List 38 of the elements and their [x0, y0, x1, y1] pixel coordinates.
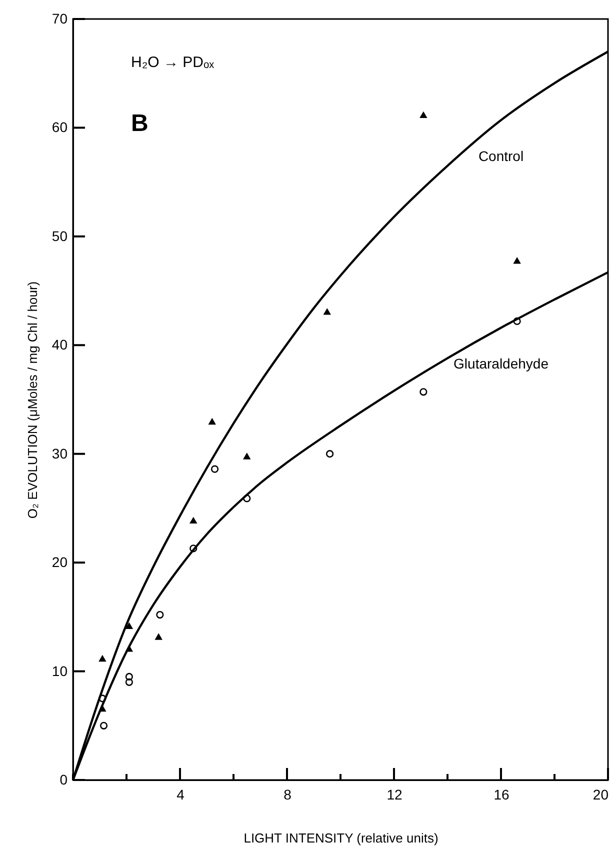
point — [125, 678, 133, 686]
series-label: Glutaraldehyde — [454, 356, 549, 372]
y-tick-label: 70 — [52, 10, 68, 26]
y-tick-label: 10 — [52, 662, 68, 679]
point — [208, 418, 216, 425]
annotation: B — [131, 110, 148, 137]
point — [190, 544, 198, 552]
series-label: Control — [478, 148, 524, 164]
point — [326, 450, 334, 458]
x-tick-label: 8 — [284, 786, 292, 802]
annotation: H₂O → PDₒₓ — [131, 54, 214, 71]
point — [513, 317, 521, 326]
point — [190, 516, 198, 524]
y-tick-label: 60 — [52, 119, 68, 136]
point — [243, 494, 251, 502]
x-tick-label: 4 — [176, 786, 185, 802]
y-tick-label: 50 — [52, 228, 68, 244]
x-tick-label: 12 — [386, 786, 402, 802]
point — [243, 452, 251, 460]
point — [156, 610, 164, 619]
point — [210, 465, 219, 473]
point — [420, 111, 428, 118]
point — [420, 388, 428, 396]
point — [513, 256, 521, 264]
point — [154, 633, 162, 640]
x-tick-label: 20 — [592, 786, 609, 802]
y-tick-label: 40 — [52, 336, 68, 353]
y-tick-label: 30 — [52, 445, 68, 462]
y-axis-title: O₂ EVOLUTION (μMoles / mg Chl / hour) — [24, 281, 40, 519]
point — [125, 622, 134, 629]
point — [125, 672, 133, 681]
x-axis-title: LIGHT INTENSITY (relative units) — [244, 830, 438, 846]
x-tick-label: 16 — [494, 786, 510, 802]
point — [100, 722, 108, 730]
y-tick-label: 20 — [52, 554, 68, 570]
point — [323, 308, 331, 315]
y-tick-label: 0 — [60, 772, 68, 788]
point — [98, 654, 106, 662]
